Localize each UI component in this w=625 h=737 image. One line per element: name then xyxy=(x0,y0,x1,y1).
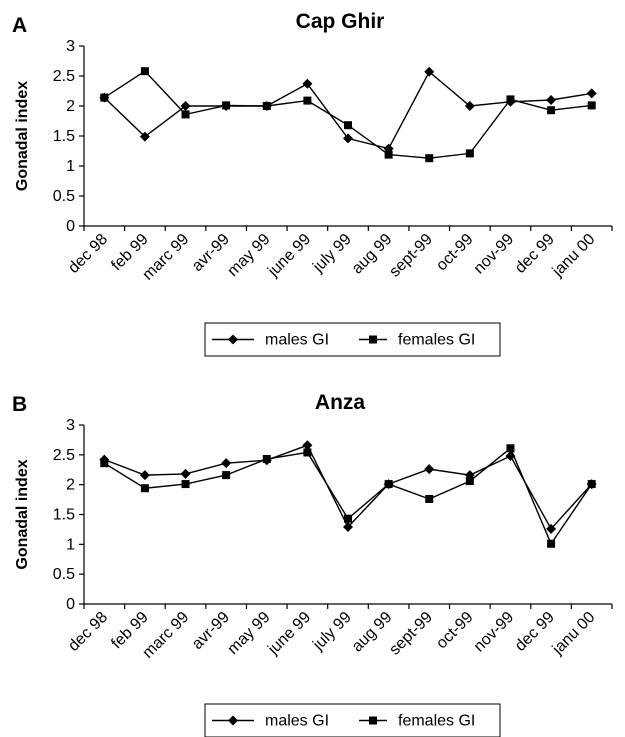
x-tick-label: sept-99 xyxy=(386,609,436,659)
legend-box xyxy=(204,322,501,357)
x-tick-label: oct-99 xyxy=(433,609,477,653)
data-point-diamond xyxy=(546,523,557,534)
y-tick-label: 2 xyxy=(66,477,75,494)
y-tick-label: 1.5 xyxy=(53,507,75,524)
chart-a-svg: A Cap Ghir Gonadal index 0 0.5 1 1.5 2 2.5 3 dec 9… xyxy=(12,10,613,357)
legend-label: males GI xyxy=(265,332,329,349)
data-point-diamond xyxy=(139,470,150,481)
y-axis-label: Gonadal index xyxy=(14,81,31,191)
data-point-square xyxy=(587,480,596,489)
y-tick-label: 0.5 xyxy=(53,566,75,583)
panel-letter: A xyxy=(12,14,27,37)
data-point-square xyxy=(100,459,109,468)
data-point-square xyxy=(222,471,231,480)
data-point-square xyxy=(140,67,149,76)
data-point-diamond xyxy=(343,133,353,144)
x-tick-label: nov-99 xyxy=(471,231,518,278)
y-tick-label: 0.5 xyxy=(53,188,75,205)
y-tick-label: 1.5 xyxy=(53,128,75,145)
data-point-square xyxy=(465,149,474,158)
panel-letter: B xyxy=(12,393,27,416)
x-tick-label: july 99 xyxy=(309,231,355,277)
data-point-square xyxy=(181,110,190,119)
data-point-diamond xyxy=(302,440,313,451)
data-point-square xyxy=(262,102,271,110)
data-point-square xyxy=(547,539,556,548)
x-tick-label: sept-99 xyxy=(386,231,436,281)
y-tick-label: 3 xyxy=(66,417,75,434)
data-point-diamond xyxy=(424,66,435,77)
data-point-diamond xyxy=(586,88,597,99)
legend-label: males GI xyxy=(265,713,329,730)
data-point-diamond xyxy=(464,101,475,111)
series-line xyxy=(103,70,592,159)
data-point-square xyxy=(303,96,312,105)
x-tick-label: july 99 xyxy=(309,609,355,655)
data-point-square xyxy=(506,444,515,453)
x-tick-label: june 99 xyxy=(264,609,314,659)
data-point-square xyxy=(222,101,231,110)
data-point-diamond xyxy=(343,522,353,533)
data-point-square xyxy=(344,121,352,130)
data-point-diamond xyxy=(180,468,191,479)
data-point-square xyxy=(384,150,393,159)
x-tick-label: oct-99 xyxy=(433,231,477,275)
data-point-square xyxy=(587,101,596,110)
legend-box xyxy=(204,703,501,737)
data-point-square xyxy=(425,154,434,163)
y-tick-label: 2.5 xyxy=(53,68,75,85)
y-tick-label: 1 xyxy=(66,536,75,553)
legend-label: females GI xyxy=(398,713,475,730)
legend-marker-square xyxy=(369,335,377,344)
x-tick-label: dec 98 xyxy=(65,231,111,277)
data-point-diamond xyxy=(180,101,191,111)
data-point-square xyxy=(425,494,434,503)
chart-panel-a: A Cap Ghir Gonadal index 0 0.5 1 1.5 2 2.5 3 dec 9… xyxy=(0,0,625,368)
data-point-square xyxy=(506,95,515,104)
y-tick-label: 3 xyxy=(66,38,75,55)
chart-title: Anza xyxy=(315,391,365,414)
legend-label: females GI xyxy=(398,332,475,349)
y-tick-label: 0 xyxy=(66,596,75,613)
data-point-square xyxy=(140,484,149,493)
data-point-square xyxy=(465,477,474,486)
x-tick-label: janu 00 xyxy=(549,231,599,281)
data-point-diamond xyxy=(139,131,150,142)
data-point-diamond xyxy=(424,464,435,475)
data-point-square xyxy=(547,106,556,115)
data-point-square xyxy=(100,93,109,102)
data-point-diamond xyxy=(546,95,557,105)
legend-marker-diamond xyxy=(228,334,238,345)
data-point-square xyxy=(344,514,352,523)
x-tick-label: may 99 xyxy=(224,231,273,280)
chart-panel-b: B Anza Gonadal index 0 0.5 1 1.5 2 2.5 3 dec 98 feb… xyxy=(0,380,625,737)
y-tick-label: 2 xyxy=(66,98,75,115)
x-tick-label: june 99 xyxy=(264,231,314,281)
y-tick-label: 2.5 xyxy=(53,447,75,464)
data-point-diamond xyxy=(302,78,313,89)
chart-title: Cap Ghir xyxy=(296,10,385,33)
data-point-square xyxy=(303,448,312,457)
data-point-diamond xyxy=(221,458,232,469)
y-tick-label: 0 xyxy=(66,218,75,235)
y-axis-label: Gonadal index xyxy=(14,459,31,569)
x-tick-label: nov-99 xyxy=(471,609,518,656)
data-point-square xyxy=(384,480,393,489)
legend-marker-square xyxy=(369,716,377,725)
x-tick-label: janu 00 xyxy=(549,609,599,659)
data-point-square xyxy=(181,480,190,489)
data-point-square xyxy=(262,455,271,464)
y-tick-label: 1 xyxy=(66,158,75,175)
x-tick-label: may 99 xyxy=(224,609,273,658)
legend-marker-diamond xyxy=(228,715,238,726)
x-tick-label: dec 98 xyxy=(65,609,111,655)
